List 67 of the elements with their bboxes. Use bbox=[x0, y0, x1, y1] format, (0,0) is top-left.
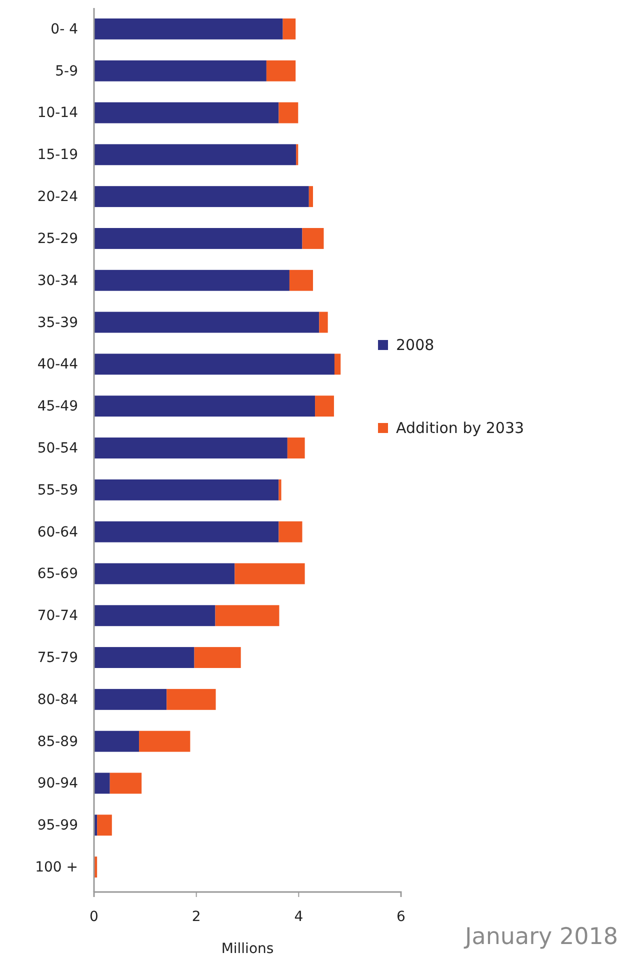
y-tick-label: 80-84 bbox=[37, 692, 78, 708]
bar bbox=[94, 102, 279, 124]
y-tick-label: 75-79 bbox=[37, 650, 78, 666]
y-tick-label: 10-14 bbox=[37, 105, 78, 122]
y-tick-label: 40-44 bbox=[37, 356, 78, 373]
bar bbox=[319, 312, 328, 333]
y-tick-label: 55-59 bbox=[37, 482, 78, 498]
y-tick-label: 35-39 bbox=[37, 314, 78, 331]
bar bbox=[278, 479, 282, 500]
y-tick-label: 65-69 bbox=[37, 566, 78, 582]
x-tick-label: 4 bbox=[294, 908, 304, 925]
legend-label: 2008 bbox=[396, 336, 434, 354]
bar bbox=[94, 18, 283, 40]
bar bbox=[94, 396, 316, 417]
bar bbox=[302, 228, 324, 249]
bar bbox=[94, 772, 110, 794]
text: January 2018 bbox=[462, 924, 618, 950]
y-tick-label: 15-19 bbox=[37, 147, 78, 164]
bar bbox=[94, 479, 279, 500]
bar bbox=[278, 521, 302, 542]
y-tick-label: 100 + bbox=[35, 860, 78, 876]
bar bbox=[194, 647, 241, 668]
bar bbox=[215, 605, 280, 626]
x-axis-title: Millions bbox=[221, 941, 274, 957]
y-tick-label: 45-49 bbox=[37, 398, 78, 415]
y-tick-label: 95-99 bbox=[37, 818, 78, 834]
bar bbox=[97, 814, 112, 836]
bar bbox=[94, 312, 320, 333]
x-tick-label: 6 bbox=[396, 908, 406, 925]
y-tick-label: 30-34 bbox=[37, 272, 78, 289]
x-tick-label: 0 bbox=[90, 908, 98, 925]
bar bbox=[94, 228, 302, 249]
bar bbox=[94, 521, 279, 542]
bar bbox=[94, 730, 140, 752]
bar bbox=[166, 688, 216, 710]
x-tick-label: 2 bbox=[192, 908, 201, 925]
bar bbox=[234, 563, 305, 584]
y-tick-label: 85-89 bbox=[37, 734, 78, 750]
y-tick-label: 50-54 bbox=[37, 440, 78, 456]
bar bbox=[94, 60, 266, 82]
bar bbox=[94, 354, 334, 375]
bar bbox=[94, 605, 216, 626]
bar bbox=[266, 60, 296, 82]
y-tick-label: 0- 4 bbox=[50, 21, 78, 38]
y-tick-label: 20-24 bbox=[37, 189, 78, 206]
y-tick-label: 5-9 bbox=[55, 63, 78, 80]
bar bbox=[139, 730, 190, 752]
bar bbox=[282, 18, 296, 40]
bar bbox=[94, 647, 194, 668]
bar bbox=[94, 563, 235, 584]
y-tick-label: 90-94 bbox=[37, 776, 78, 792]
bar bbox=[308, 186, 313, 208]
bar bbox=[94, 144, 296, 166]
bar bbox=[278, 102, 298, 124]
y-tick-label: 25-29 bbox=[37, 230, 78, 247]
y-tick-label: 70-74 bbox=[37, 608, 78, 624]
bar bbox=[287, 438, 305, 458]
bar bbox=[94, 688, 167, 710]
bar bbox=[94, 270, 290, 291]
bar bbox=[315, 396, 334, 417]
bar bbox=[94, 438, 288, 458]
bar bbox=[334, 354, 341, 375]
bar bbox=[110, 772, 142, 794]
legend-label: Addition by 2033 bbox=[396, 419, 524, 437]
bar bbox=[94, 186, 309, 208]
y-tick-label: 60-64 bbox=[37, 524, 78, 540]
bar bbox=[289, 270, 313, 291]
